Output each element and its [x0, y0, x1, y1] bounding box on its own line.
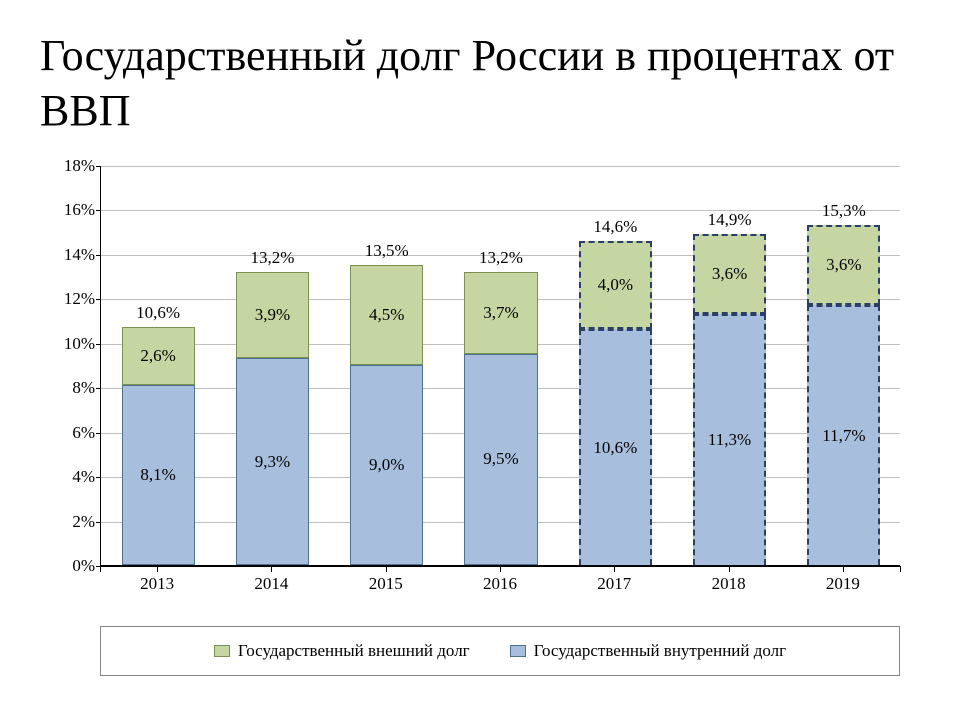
bar-segment-external-label: 3,6%: [826, 255, 861, 275]
x-tick-label: 2014: [214, 574, 328, 594]
legend-label: Государственный внутренний долг: [534, 641, 786, 661]
bar-segment-external: 4,0%: [579, 241, 652, 330]
bar-segment-external: 2,6%: [122, 327, 195, 385]
y-tick-label: 6%: [45, 423, 95, 443]
bar-total-label: 14,9%: [693, 210, 766, 230]
x-tick-mark: [729, 566, 730, 572]
page-title: Государственный долг России в процентах …: [40, 28, 920, 138]
bar-segment-external-label: 2,6%: [140, 346, 175, 366]
bar-total-label: 13,2%: [236, 248, 309, 268]
bar-segment-external-label: 3,7%: [483, 303, 518, 323]
legend-item: Государственный внешний долг: [214, 641, 470, 661]
x-tick-mark: [100, 566, 101, 572]
y-tick-label: 8%: [45, 378, 95, 398]
debt-chart: 0% 2% 4% 6% 8% 10% 12% 14% 16% 18% 8,1% 2,6% 10,6% 9…: [40, 156, 920, 676]
bar-segment-external: 3,6%: [693, 234, 766, 314]
bar-segment-internal-label: 9,0%: [369, 455, 404, 475]
bar-total-label: 10,6%: [122, 303, 195, 323]
bar-segment-external-label: 3,6%: [712, 264, 747, 284]
bar-segment-internal: 8,1%: [122, 385, 195, 565]
bar-segment-internal: 11,7%: [807, 305, 880, 565]
bar-group: 9,0% 4,5% 13,5%: [350, 165, 423, 565]
legend-swatch: [214, 645, 230, 657]
legend-item: Государственный внутренний долг: [510, 641, 786, 661]
x-tick-mark: [271, 566, 272, 572]
x-tick-label: 2013: [100, 574, 214, 594]
bar-group: 11,7% 3,6% 15,3%: [807, 165, 880, 565]
bar-segment-internal-label: 10,6%: [593, 438, 637, 458]
plot-area: 0%2%4%6%8%10%12%14%16%18% 8,1%2,6%10,6%9…: [100, 166, 900, 566]
bar-segment-internal-label: 8,1%: [140, 465, 175, 485]
bar-group: 10,6% 4,0% 14,6%: [579, 165, 652, 565]
bar-segment-internal-label: 11,7%: [822, 426, 865, 446]
x-tick-mark: [843, 566, 844, 572]
x-tick-label: 2016: [443, 574, 557, 594]
y-tick-label: 18%: [45, 156, 95, 176]
bar-group: 8,1% 2,6% 10,6%: [122, 165, 195, 565]
y-tick-label: 10%: [45, 334, 95, 354]
y-tick-label: 14%: [45, 245, 95, 265]
x-tick-mark: [614, 566, 615, 572]
bar-segment-internal: 9,0%: [350, 365, 423, 565]
bar-segment-internal-label: 9,3%: [255, 452, 290, 472]
bar-segment-internal: 9,5%: [464, 354, 537, 565]
bar-segment-internal-label: 11,3%: [708, 430, 751, 450]
legend: Государственный внешний долг Государствен…: [100, 626, 900, 676]
bar-segment-external: 4,5%: [350, 265, 423, 365]
slide: Государственный долг России в процентах …: [0, 0, 960, 720]
x-tick-mark: [157, 566, 158, 572]
x-tick-mark: [386, 566, 387, 572]
bar-total-label: 13,5%: [350, 241, 423, 261]
x-axis: 2013201420152016201720182019: [100, 566, 900, 606]
bar-group: 9,3% 3,9% 13,2%: [236, 165, 309, 565]
x-tick-mark: [500, 566, 501, 572]
bar-segment-external: 3,9%: [236, 272, 309, 359]
bar-group: 11,3% 3,6% 14,9%: [693, 165, 766, 565]
bar-total-label: 13,2%: [464, 248, 537, 268]
bar-segment-external: 3,7%: [464, 272, 537, 354]
bar-segment-internal: 11,3%: [693, 314, 766, 565]
bar-total-label: 14,6%: [579, 217, 652, 237]
x-tick-label: 2017: [557, 574, 671, 594]
y-tick-label: 0%: [45, 556, 95, 576]
bar-total-label: 15,3%: [807, 201, 880, 221]
bar-segment-external: 3,6%: [807, 225, 880, 305]
bar-segment-internal: 10,6%: [579, 329, 652, 565]
y-tick-label: 2%: [45, 512, 95, 532]
x-tick-label: 2019: [786, 574, 900, 594]
bars-container: 8,1%2,6%10,6%9,3%3,9%13,2%9,0%4,5%13,5%9…: [101, 166, 900, 565]
legend-label: Государственный внешний долг: [238, 641, 470, 661]
bar-segment-external-label: 4,0%: [598, 275, 633, 295]
bar-segment-internal: 9,3%: [236, 358, 309, 565]
x-tick-mark: [900, 566, 901, 572]
bar-group: 9,5% 3,7% 13,2%: [464, 165, 537, 565]
legend-swatch: [510, 645, 526, 657]
bar-segment-external-label: 3,9%: [255, 305, 290, 325]
bar-segment-external-label: 4,5%: [369, 305, 404, 325]
x-tick-label: 2018: [671, 574, 785, 594]
bar-segment-internal-label: 9,5%: [483, 449, 518, 469]
x-tick-label: 2015: [329, 574, 443, 594]
y-tick-label: 4%: [45, 467, 95, 487]
y-tick-label: 12%: [45, 289, 95, 309]
y-tick-label: 16%: [45, 200, 95, 220]
